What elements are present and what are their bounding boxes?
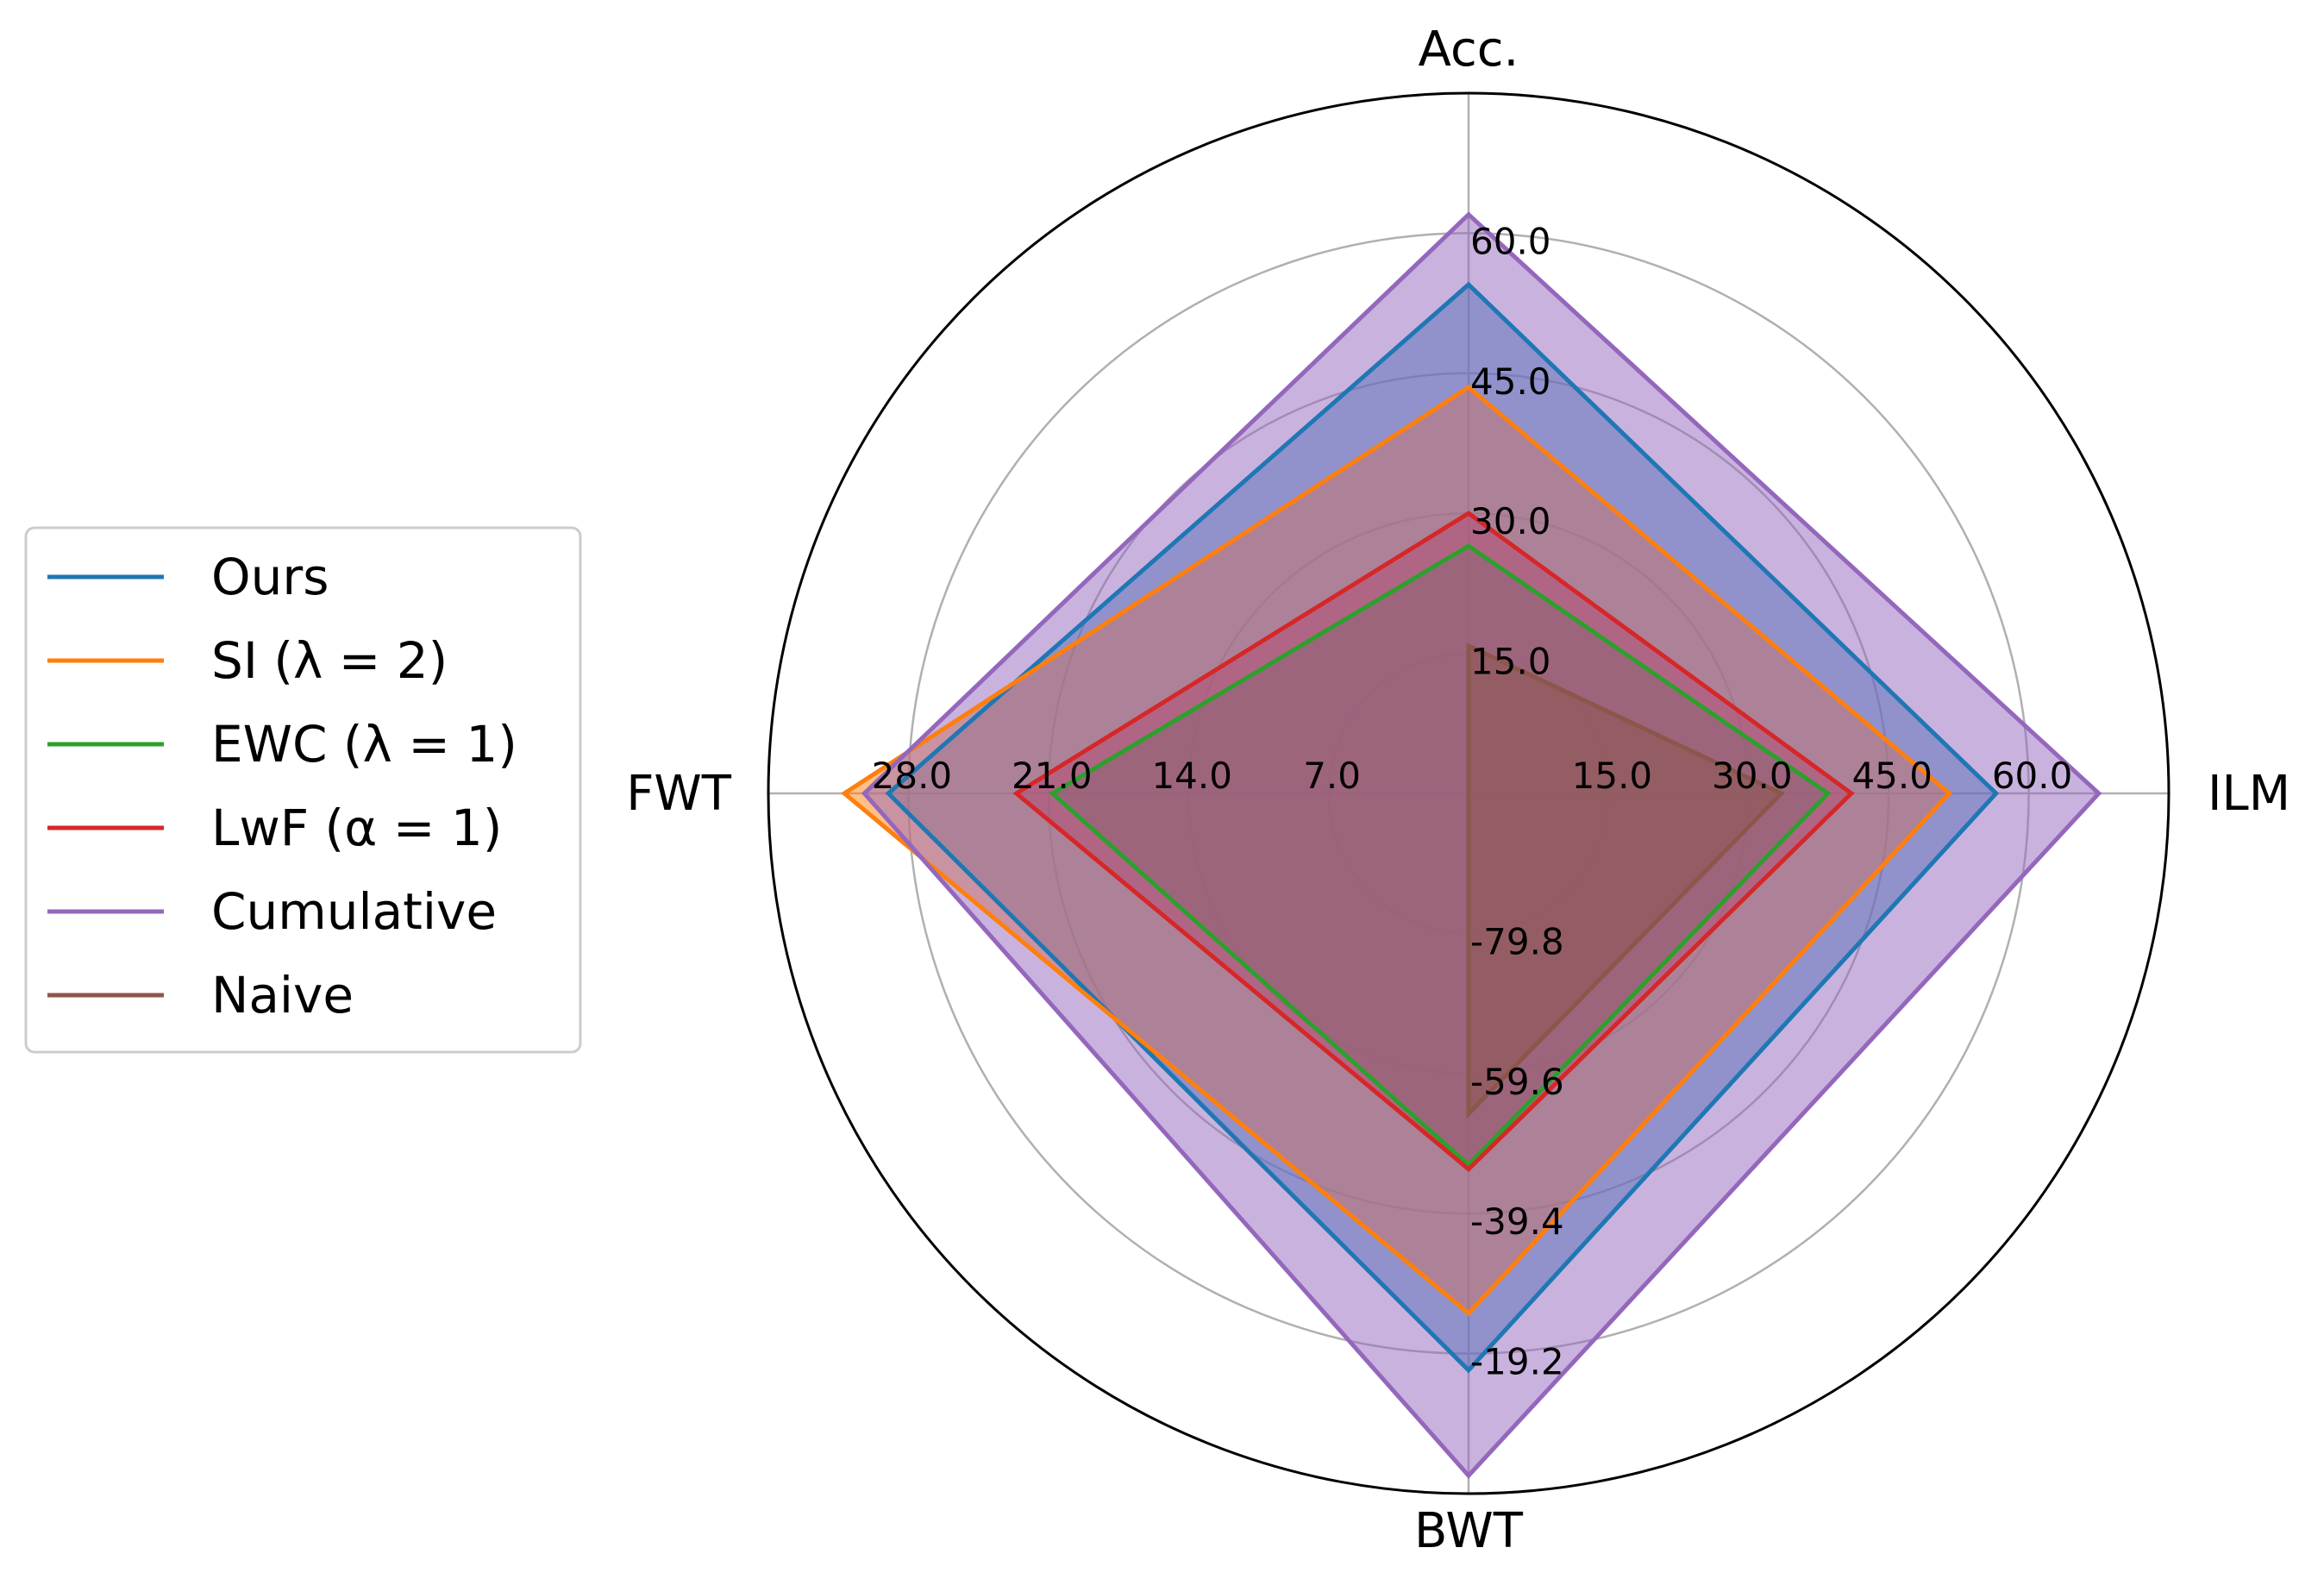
tick-label: 15.0 [1572, 755, 1653, 797]
outer-frame [767, 91, 2171, 1495]
series-line [1049, 543, 1832, 1169]
tick-label: 60.0 [1470, 220, 1551, 262]
axis-label-fwt: FWT [626, 766, 732, 822]
tick-label: -59.6 [1470, 1061, 1564, 1103]
tick-label: -79.8 [1470, 920, 1564, 962]
series-line [1012, 511, 1855, 1173]
legend: Ours SI (λ = 2) EWC (λ = 1) LwF (α = 1) Cumu… [24, 526, 582, 1054]
legend-frame [24, 526, 582, 1054]
legend-label: Cumulative [211, 882, 497, 941]
tick-label: 14.0 [1151, 755, 1232, 797]
axis-label-bwt: BWT [1414, 1503, 1524, 1559]
series-line [1466, 642, 1785, 1119]
tick-label: 30.0 [1470, 500, 1551, 542]
tick-label: 7.0 [1303, 755, 1361, 797]
tick-label: 30.0 [1712, 755, 1793, 797]
tick-label: 60.0 [1992, 755, 2073, 797]
legend-label: EWC (λ = 1) [211, 715, 517, 774]
axis-label-ilm: ILM [2208, 766, 2290, 822]
tick-label: 45.0 [1470, 360, 1551, 403]
legend-label: SI (λ = 2) [211, 631, 448, 690]
tick-label: -19.2 [1470, 1341, 1564, 1383]
series-line [840, 384, 1953, 1317]
series-group [840, 211, 2102, 1479]
legend-label: Naive [211, 966, 354, 1024]
series-area [1469, 645, 1782, 1114]
tick-label: -39.4 [1470, 1200, 1564, 1243]
tick-label: 28.0 [872, 755, 953, 797]
tick-label: 45.0 [1851, 755, 1932, 797]
axis-label-acc: Acc. [1419, 22, 1519, 78]
series-line [885, 281, 2000, 1374]
legend-label: Ours [211, 548, 329, 606]
tick-labels: 15.0 30.0 45.0 60.0 15.0 30.0 45.0 60.0 -79.8 -59… [872, 220, 2073, 1382]
tick-label: 21.0 [1012, 755, 1093, 797]
tick-label: 15.0 [1470, 641, 1551, 683]
legend-label: LwF (α = 1) [211, 799, 502, 857]
series-line [861, 211, 2102, 1479]
